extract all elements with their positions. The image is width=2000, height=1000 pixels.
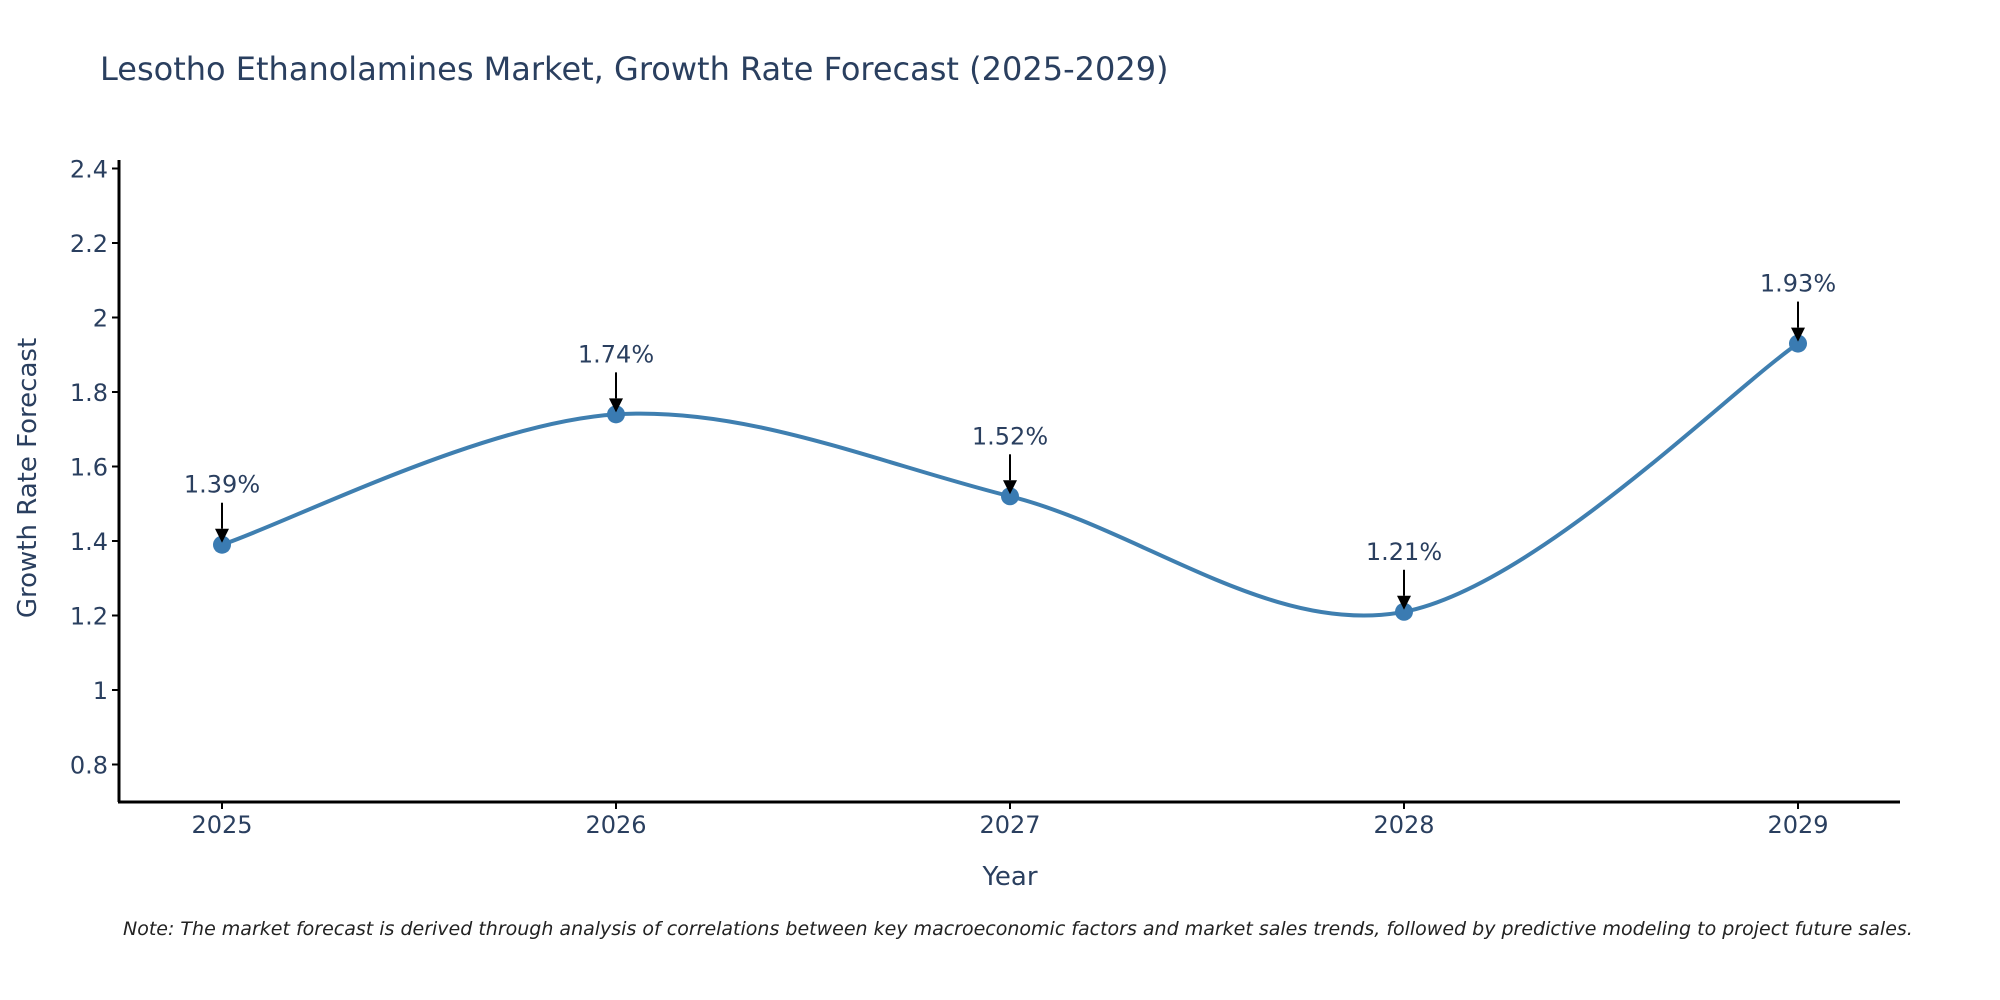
data-label: 1.39% [184, 471, 260, 499]
x-tick-label: 2029 [1767, 811, 1828, 839]
x-tick-label: 2027 [979, 811, 1040, 839]
data-point[interactable] [607, 405, 625, 424]
y-tick-label: 1.4 [70, 528, 108, 556]
annotation-arrow-head [215, 528, 229, 543]
x-tick-label: 2025 [191, 811, 252, 839]
forecast-note: Note: The market forecast is derived thr… [123, 918, 1913, 940]
annotation-arrow-head [609, 398, 623, 413]
y-tick-label: 2 [93, 305, 108, 333]
y-tick-label: 0.8 [70, 752, 108, 780]
data-label: 1.52% [972, 422, 1048, 450]
y-tick-label: 1.8 [70, 379, 108, 407]
data-point[interactable] [213, 535, 231, 554]
y-tick-label: 2.2 [70, 230, 108, 258]
y-axis-title: Growth Rate Forecast [13, 338, 43, 618]
y-tick-label: 1.6 [70, 454, 108, 482]
data-label: 1.93% [1760, 270, 1836, 298]
annotation-arrow-head [1397, 595, 1411, 610]
data-label: 1.21% [1366, 538, 1442, 566]
x-tick-label: 2028 [1373, 811, 1434, 839]
data-point[interactable] [1395, 602, 1413, 621]
chart-title: Lesotho Ethanolamines Market, Growth Rat… [100, 50, 1169, 88]
data-point[interactable] [1789, 334, 1807, 353]
x-axis-title: Year [981, 862, 1037, 892]
y-tick-label: 1 [93, 677, 108, 705]
y-tick-label: 1.2 [70, 603, 108, 631]
annotation-arrow-head [1003, 480, 1017, 495]
x-tick-label: 2026 [585, 811, 646, 839]
annotation-arrow-head [1791, 327, 1805, 342]
data-point[interactable] [1001, 487, 1019, 506]
data-label: 1.74% [578, 340, 654, 368]
y-tick-label: 2.4 [70, 156, 108, 184]
